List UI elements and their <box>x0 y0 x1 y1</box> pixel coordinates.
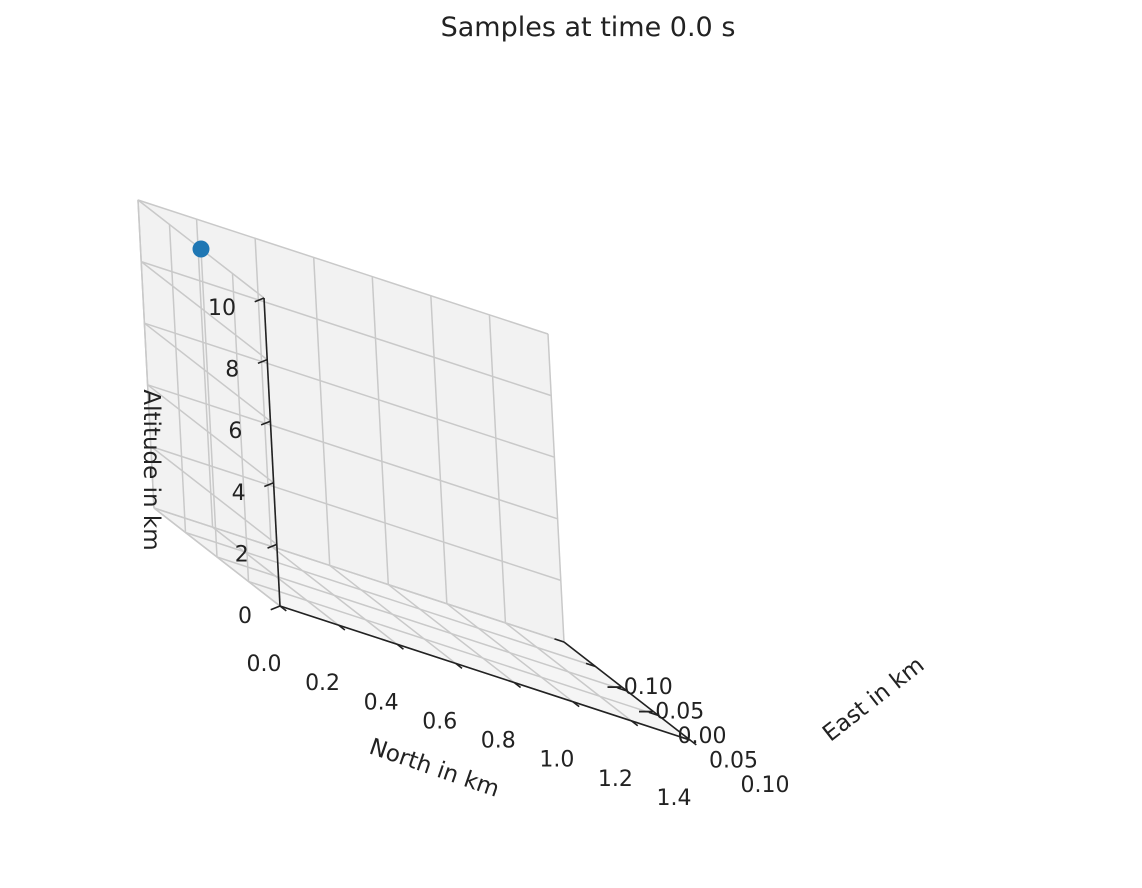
x-grid-backwall <box>312 257 331 566</box>
tick-labels: 0.00.20.40.60.81.01.21.4−0.10−0.050.000.… <box>208 296 789 811</box>
x-tick-mark <box>279 605 287 612</box>
z-axis-line <box>263 297 281 607</box>
x-tick-label: 0.6 <box>422 709 457 734</box>
z-tick-label: 2 <box>235 542 249 567</box>
x-tick-mark <box>455 662 463 669</box>
z-tick-mark <box>270 605 281 611</box>
y-tick-mark <box>617 687 628 692</box>
x-grid-backwall <box>488 314 507 623</box>
x-grid-backwall <box>195 219 214 528</box>
x-tick-label: 0.2 <box>305 671 340 696</box>
x-tick-mark <box>572 701 580 708</box>
y-tick-label: −0.10 <box>605 675 672 700</box>
grid-lines <box>137 199 691 741</box>
z-grid-leftwall <box>143 322 271 422</box>
x-tick-mark <box>396 643 404 650</box>
y-tick-mark <box>680 736 691 741</box>
z-grid-leftwall <box>147 384 275 484</box>
y-tick-mark <box>554 638 565 643</box>
z-grid-backwall <box>144 322 555 458</box>
y-grid-leftwall <box>231 273 250 582</box>
x-tick-mark <box>630 720 639 727</box>
x-tick-label: 1.2 <box>598 767 633 792</box>
z-grid-backwall <box>147 384 558 520</box>
x-tick-mark <box>513 681 522 689</box>
data-points <box>192 240 210 258</box>
x-grid-backwall <box>430 295 448 604</box>
y-grid-leftwall <box>137 199 155 509</box>
y-tick-mark <box>648 711 659 717</box>
z-grid-leftwall <box>150 445 278 545</box>
x-tick-label: 0.4 <box>364 690 399 715</box>
y-tick-label: 0.05 <box>709 749 758 774</box>
y-grid-floor <box>248 580 659 717</box>
y-axis-label: East in km <box>818 652 929 747</box>
z-tick-label: 10 <box>208 296 236 321</box>
z-tick-mark <box>254 297 265 303</box>
x-grid-backwall <box>254 238 272 547</box>
x-tick-label: 1.4 <box>657 786 692 811</box>
y-grid-floor <box>185 531 596 668</box>
y-grid-leftwall <box>200 248 218 558</box>
x-tick-mark <box>689 739 697 746</box>
data-point <box>192 240 210 258</box>
x-tick-label: 0.8 <box>481 729 516 754</box>
z-tick-mark <box>257 358 268 365</box>
z-grid-backwall <box>153 507 565 643</box>
z-tick-label: 6 <box>228 419 242 444</box>
z-tick-label: 0 <box>238 604 252 629</box>
y-tick-mark <box>585 662 596 668</box>
y-tick-label: 0.00 <box>678 724 727 749</box>
x-axis-line <box>279 605 691 741</box>
z-tick-mark <box>260 420 271 426</box>
chart-title: Samples at time 0.0 s <box>441 12 736 43</box>
z-grid-leftwall <box>140 261 268 361</box>
y-grid-leftwall <box>168 224 187 533</box>
z-grid-backwall <box>137 199 549 335</box>
x-tick-label: 1.0 <box>539 748 574 773</box>
x-tick-label: 0.0 <box>247 652 282 677</box>
x-grid-backwall <box>547 333 565 643</box>
axis-lines <box>254 297 697 746</box>
z-grid-leftwall <box>153 507 281 607</box>
z-grid-backwall <box>150 445 562 582</box>
z-grid-backwall <box>140 260 552 397</box>
z-tick-mark <box>264 482 274 488</box>
y-tick-label: −0.05 <box>637 700 704 725</box>
x-tick-mark <box>338 624 346 631</box>
y-grid-floor <box>216 556 628 692</box>
z-tick-label: 4 <box>232 481 246 506</box>
z-axis-label: Altitude in km <box>138 389 164 550</box>
x-grid-backwall <box>371 276 390 585</box>
y-tick-label: 0.10 <box>741 773 790 798</box>
z-tick-label: 8 <box>225 358 239 383</box>
z-tick-mark <box>267 543 278 549</box>
